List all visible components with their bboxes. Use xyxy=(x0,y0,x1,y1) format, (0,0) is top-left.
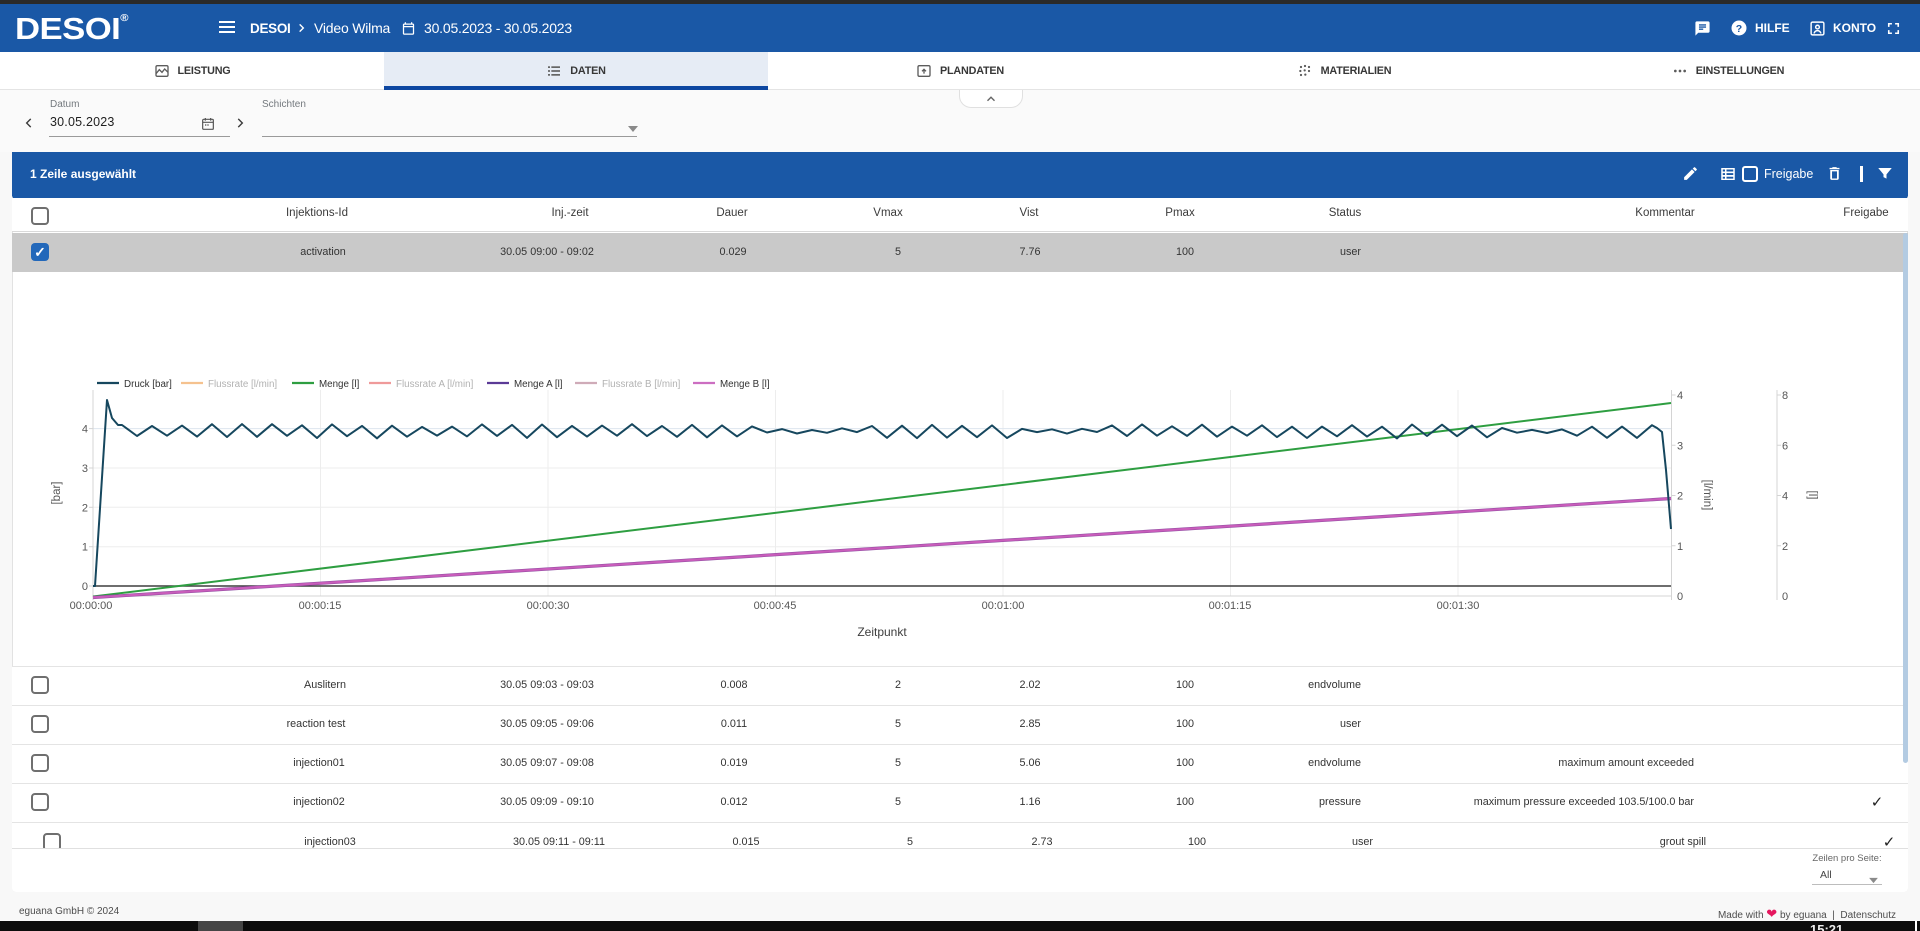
svg-text:[bar]: [bar] xyxy=(51,481,63,504)
svg-text:4: 4 xyxy=(1782,491,1788,503)
svg-text:Zeitpunkt: Zeitpunkt xyxy=(857,625,907,639)
svg-text:2: 2 xyxy=(1677,491,1683,503)
svg-text:6: 6 xyxy=(1782,440,1788,452)
svg-text:3: 3 xyxy=(1677,440,1683,452)
svg-text:00:00:30: 00:00:30 xyxy=(527,600,570,612)
svg-text:[l]: [l] xyxy=(1806,491,1818,500)
svg-text:1: 1 xyxy=(1677,541,1683,553)
svg-text:8: 8 xyxy=(1782,390,1788,402)
svg-text:Flussrate [l/min]: Flussrate [l/min] xyxy=(208,379,277,390)
svg-text:00:01:15: 00:01:15 xyxy=(1209,600,1252,612)
svg-text:1: 1 xyxy=(82,542,88,554)
svg-text:00:01:00: 00:01:00 xyxy=(982,600,1025,612)
svg-text:0: 0 xyxy=(1782,591,1788,603)
svg-text:?: ? xyxy=(1736,23,1742,35)
svg-text:0: 0 xyxy=(82,581,88,593)
svg-text:[l/min]: [l/min] xyxy=(1701,480,1713,511)
svg-text:00:00:15: 00:00:15 xyxy=(299,600,342,612)
svg-text:Menge A [l]: Menge A [l] xyxy=(514,379,563,390)
svg-text:3: 3 xyxy=(82,463,88,475)
svg-text:2: 2 xyxy=(1782,541,1788,553)
svg-text:4: 4 xyxy=(82,424,88,436)
svg-text:4: 4 xyxy=(1677,390,1683,402)
svg-text:0: 0 xyxy=(1677,591,1683,603)
svg-text:Menge B [l]: Menge B [l] xyxy=(720,379,770,390)
svg-text:Flussrate B [l/min]: Flussrate B [l/min] xyxy=(602,379,681,390)
svg-text:Druck [bar]: Druck [bar] xyxy=(124,379,172,390)
svg-text:2: 2 xyxy=(82,502,88,514)
svg-text:00:01:30: 00:01:30 xyxy=(1437,600,1480,612)
svg-text:00:00:00: 00:00:00 xyxy=(70,600,113,612)
svg-text:00:00:45: 00:00:45 xyxy=(754,600,797,612)
svg-text:Flussrate A [l/min]: Flussrate A [l/min] xyxy=(396,379,474,390)
svg-text:Menge [l]: Menge [l] xyxy=(319,379,360,390)
